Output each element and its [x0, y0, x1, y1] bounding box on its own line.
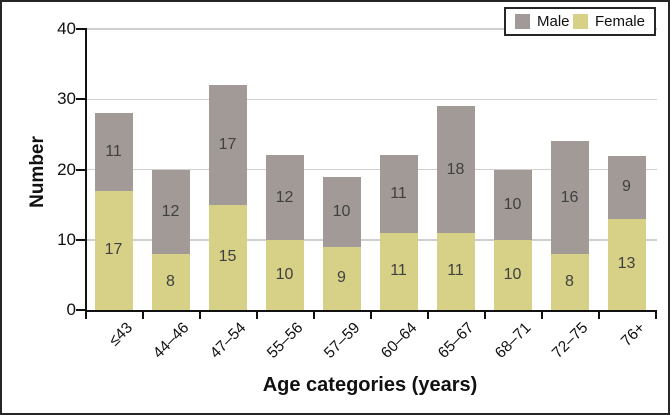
y-tick-mark [76, 238, 85, 241]
x-tick-label: 68–71 [492, 319, 535, 362]
bar-segment-female [151, 253, 190, 310]
x-tick-mark [313, 310, 315, 319]
x-tick-mark [256, 310, 258, 319]
x-tick-label: 55–56 [264, 319, 307, 362]
x-tick-mark [142, 310, 144, 319]
y-tick-label: 0 [66, 300, 76, 319]
grid-line [85, 168, 657, 171]
bar-value-male: 12 [275, 188, 294, 206]
y-tick-mark [76, 309, 85, 311]
bar-segment-female [94, 190, 133, 310]
grid-line [85, 98, 657, 100]
bar-segment-male [265, 155, 304, 240]
bar-segment-female [436, 232, 475, 310]
y-axis-line [85, 28, 87, 312]
bar-value-male: 11 [390, 185, 407, 203]
x-tick-label: 72–75 [549, 319, 592, 362]
y-tick-mark [76, 28, 85, 30]
x-tick-mark [199, 310, 201, 319]
bar-value-male: 16 [560, 188, 579, 206]
bar-value-female: 8 [166, 272, 175, 290]
bar-segment-female [607, 218, 646, 310]
x-tick-label: 60–64 [378, 319, 421, 362]
x-tick-label: 76+ [618, 319, 649, 350]
x-tick-mark [85, 310, 87, 319]
bar-value-female: 15 [218, 248, 237, 266]
bar-value-female: 11 [447, 262, 464, 280]
bar-segment-female [265, 239, 304, 311]
y-tick-mark [76, 98, 85, 101]
bar-segment-male [151, 169, 190, 254]
bar-segment-female [379, 232, 418, 310]
y-tick-label: 40 [57, 19, 76, 38]
bar-segment-male [550, 141, 589, 254]
x-tick-mark [484, 310, 486, 319]
bar-value-female: 10 [275, 265, 294, 283]
bar-value-male: 10 [332, 202, 351, 220]
bar-value-female: 8 [565, 272, 574, 290]
bar-segment-female [322, 246, 361, 310]
y-tick-label: 20 [57, 159, 76, 179]
bar-segment-female [493, 239, 532, 311]
bar-value-male: 10 [503, 195, 522, 213]
bar-segment-male [607, 155, 646, 219]
x-tick-label: 57–59 [321, 319, 364, 362]
bar-segment-male [94, 113, 133, 191]
x-tick-label: 47–54 [207, 319, 250, 362]
legend-swatch-female-icon [572, 14, 588, 29]
y-tick-mark [76, 168, 85, 171]
bar-segment-male [379, 155, 418, 233]
legend-label-female: Female [594, 13, 645, 30]
grid-line [85, 239, 657, 241]
x-tick-mark [541, 310, 543, 319]
bar-value-female: 9 [337, 269, 346, 287]
grid-line [85, 28, 657, 30]
x-tick-mark [598, 310, 600, 319]
y-axis-title: Number [27, 136, 48, 208]
x-tick-mark [370, 310, 372, 319]
x-tick-mark [427, 310, 429, 319]
bar-value-female: 11 [390, 262, 407, 280]
legend-swatch-male-icon [515, 14, 530, 29]
legend-item-female: Female [572, 13, 645, 30]
bar-value-male: 12 [161, 202, 180, 220]
bar-value-male: 11 [105, 142, 122, 160]
x-tick-label: 65–67 [435, 319, 478, 362]
bar-value-male: 18 [446, 160, 465, 178]
bar-segment-male [436, 106, 475, 233]
y-tick-label: 10 [57, 229, 76, 249]
bar-segment-male [493, 169, 532, 240]
legend: Male Female [504, 7, 656, 36]
bar-value-male: 9 [622, 178, 631, 196]
bar-value-male: 17 [218, 135, 237, 153]
bar-segment-female [550, 253, 589, 310]
bar-value-female: 17 [104, 241, 123, 259]
x-axis-title: Age categories (years) [262, 374, 478, 396]
bar-segment-female [208, 204, 247, 310]
x-tick-label: ≤43 [105, 319, 136, 350]
legend-item-male: Male [515, 13, 570, 30]
legend-label-male: Male [537, 13, 570, 30]
bar-value-female: 13 [617, 255, 636, 273]
x-tick-label: 44–46 [150, 319, 193, 362]
bar-value-female: 10 [503, 265, 522, 283]
bar-segment-male [208, 85, 247, 205]
y-tick-label: 30 [57, 89, 76, 109]
bar-segment-male [322, 176, 361, 247]
x-tick-mark [655, 310, 657, 319]
